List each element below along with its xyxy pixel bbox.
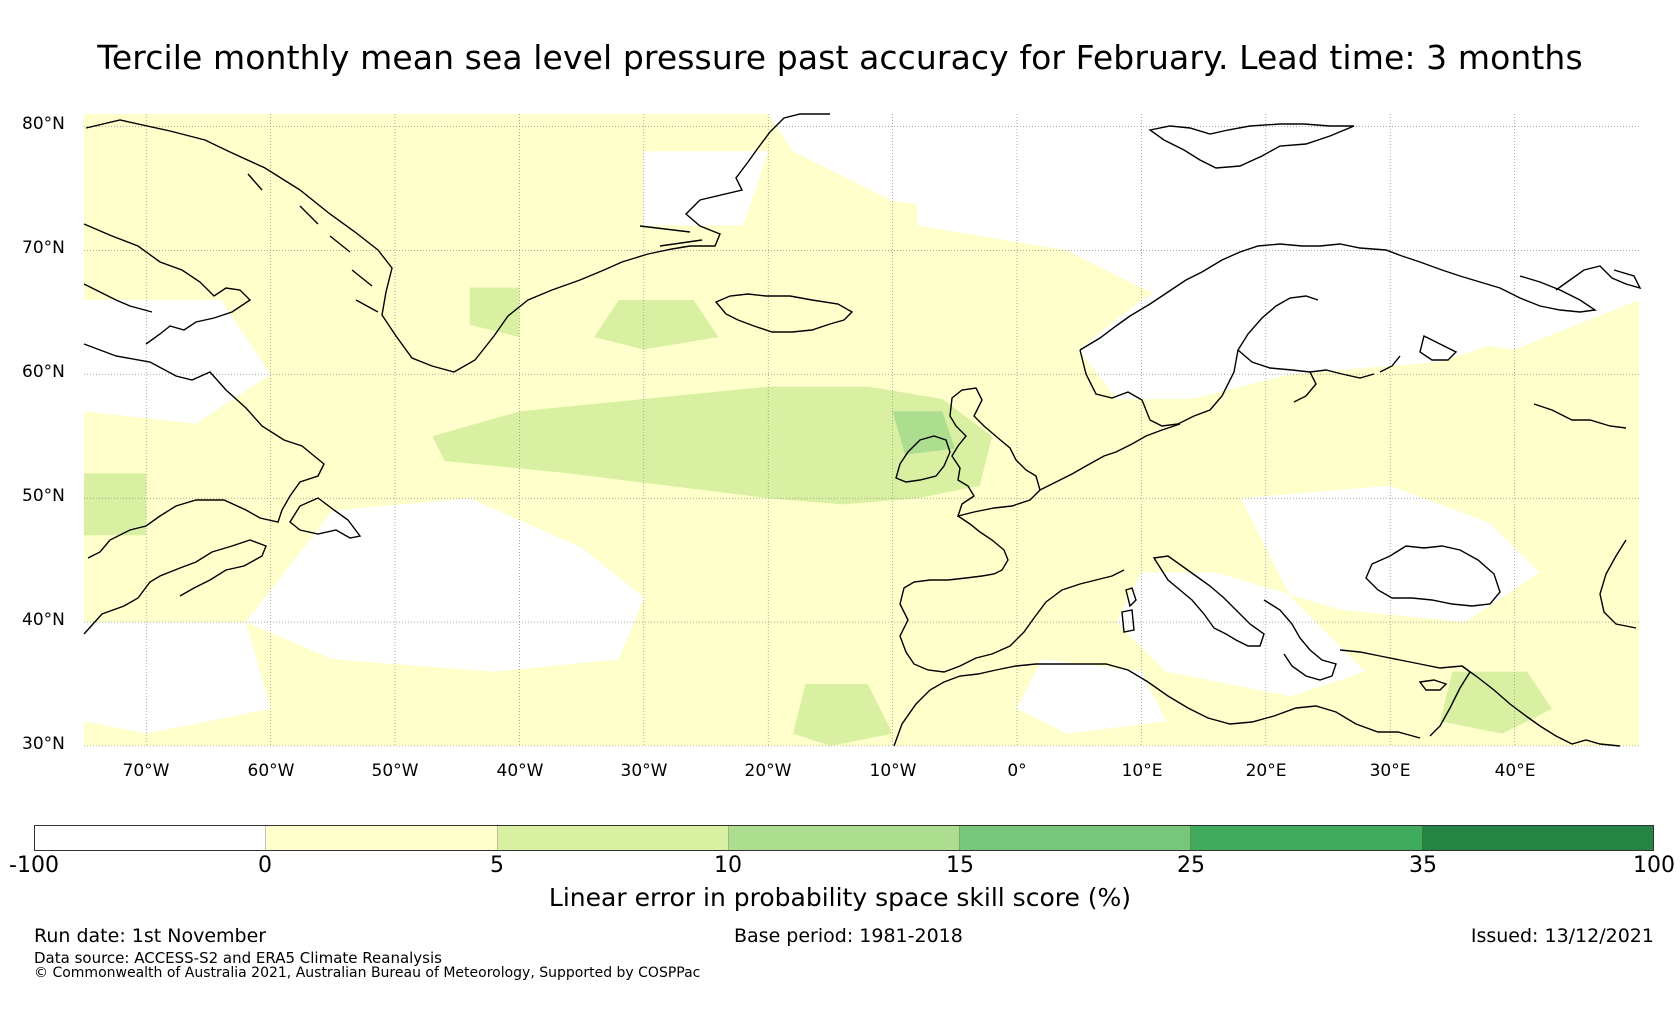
fill-green-light-levant	[1440, 671, 1552, 734]
lon-label-60w: 60°W	[247, 761, 295, 781]
lat-label-70n: 70°N	[22, 238, 65, 258]
lon-label-70w: 70°W	[122, 761, 170, 781]
colorbar-segment-neg100-0	[35, 826, 267, 850]
fill-green-mid-uk	[892, 411, 955, 455]
fill-white-iberia-south	[1017, 659, 1167, 734]
lat-label-80n: 80°N	[22, 114, 65, 134]
colorbar	[34, 825, 1654, 851]
coastline-ireland	[895, 435, 951, 483]
coastline-levant	[1461, 665, 1621, 747]
colorbar-tick-35: 35	[1409, 853, 1437, 878]
coastline-caspian	[1599, 539, 1637, 629]
coastline-north-africa	[893, 663, 1421, 747]
coastline-greenland-fjords	[247, 173, 703, 313]
coastline-iceland	[714, 293, 854, 333]
coastline-western-europe	[899, 423, 1181, 673]
fill-green-light-africa	[793, 684, 893, 746]
lat-label-30n: 30°N	[22, 734, 65, 754]
fill-green-light-greenland-sw	[469, 287, 520, 338]
lon-label-20e: 20°E	[1245, 761, 1287, 781]
lat-label-50n: 50°N	[22, 486, 65, 506]
coastline-newfoundland	[289, 497, 362, 539]
coastline-italy	[1152, 555, 1265, 647]
colorbar-label: Linear error in probability space skill …	[548, 883, 1132, 912]
coastline-east-arctic	[1555, 265, 1642, 291]
run-date: Run date: 1st November	[34, 925, 267, 947]
colorbar-tick-25: 25	[1177, 853, 1205, 878]
lat-label-40n: 40°N	[22, 610, 65, 630]
colorbar-tick-5: 5	[490, 853, 504, 878]
lon-label-10w: 10°W	[869, 761, 917, 781]
coastline-corsica-sardinia	[1121, 587, 1137, 633]
fill-green-light-band	[432, 386, 993, 505]
lon-label-10e: 10°E	[1121, 761, 1163, 781]
graticule	[84, 114, 1639, 747]
skill-score-map	[83, 113, 1642, 747]
coastline-white-sea	[1379, 334, 1627, 429]
lon-label-40w: 40°W	[496, 761, 544, 781]
coastline-balkans	[1263, 599, 1471, 737]
coastlines	[83, 113, 1642, 747]
coastline-cyprus	[1418, 679, 1448, 691]
lon-label-20w: 20°W	[744, 761, 792, 781]
colorbar-segment-25-35	[1191, 826, 1423, 850]
coastline-baffin	[83, 223, 252, 345]
coastline-greenland	[85, 113, 830, 373]
fill-white-subtropic-west	[84, 622, 271, 734]
coastline-black-sea	[1365, 545, 1501, 607]
coastline-labrador	[83, 343, 325, 559]
base-period: Base period: 1981-2018	[734, 925, 963, 947]
lon-label-50w: 50°W	[371, 761, 419, 781]
colorbar-segment-10-15	[728, 826, 961, 850]
copyright: © Commonwealth of Australia 2021, Austra…	[34, 965, 701, 981]
colorbar-segment-15-25	[960, 826, 1192, 850]
colorbar-tick-15: 15	[946, 853, 974, 878]
colorbar-segment-0-5	[266, 826, 498, 850]
colorbar-segment-35-100	[1422, 826, 1653, 850]
coastline-svalbard	[1148, 123, 1355, 169]
coastline-baltic	[1237, 349, 1375, 403]
map-title: Tercile monthly mean sea level pressure …	[97, 38, 1583, 77]
lat-label-60n: 60°N	[22, 362, 65, 382]
fill-green-light-iceland-south	[594, 299, 719, 350]
fill-white-arctic	[768, 114, 1639, 300]
fill-white-greenland-east	[643, 151, 769, 226]
coastline-nova-scotia	[83, 539, 267, 635]
colorbar-tick-neg100: -100	[9, 853, 59, 878]
lon-label-0: 0°	[1007, 761, 1027, 781]
lon-label-40e: 40°E	[1494, 761, 1536, 781]
colorbar-tick-10: 10	[714, 853, 742, 878]
fill-white-med-east	[1116, 485, 1540, 697]
coastline-scandinavia	[1079, 243, 1597, 427]
fill-white-mid-atlantic	[245, 498, 644, 672]
colorbar-segment-5-10	[497, 826, 729, 850]
data-source: Data source: ACCESS-S2 and ERA5 Climate …	[34, 949, 442, 967]
skill-fill-layer	[84, 114, 1639, 746]
fill-green-light-labrador	[84, 473, 147, 536]
lon-label-30w: 30°W	[620, 761, 668, 781]
colorbar-tick-100: 100	[1633, 853, 1675, 878]
issued-date: Issued: 13/12/2021	[1470, 925, 1654, 947]
colorbar-tick-0: 0	[258, 853, 272, 878]
coastline-great-britain	[949, 387, 1041, 517]
lon-label-30e: 30°E	[1369, 761, 1411, 781]
fill-white-scandinavia	[1079, 250, 1515, 399]
fill-white-labrador	[84, 299, 271, 424]
